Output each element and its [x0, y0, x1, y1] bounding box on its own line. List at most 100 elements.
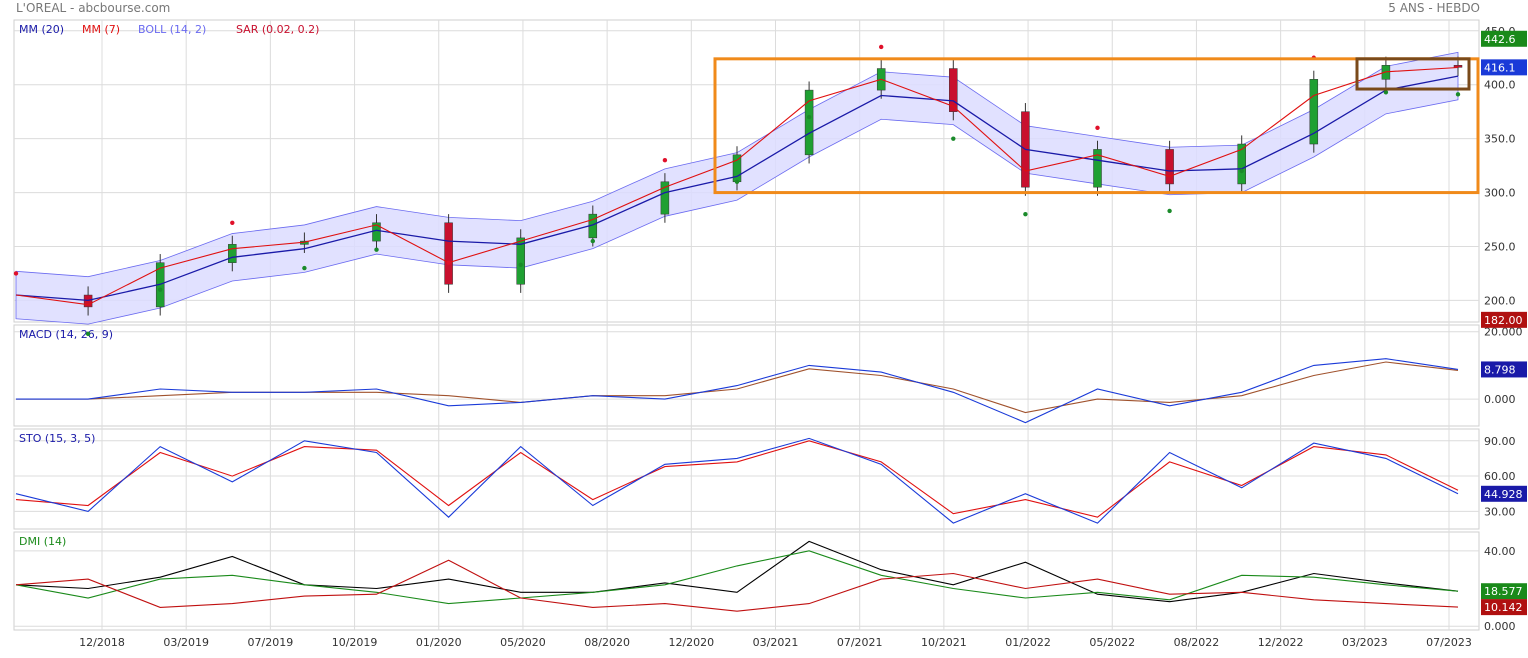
sar-dot	[446, 260, 451, 265]
price-legend-item: SAR (0.02, 0.2)	[236, 23, 319, 36]
sto-y-tick-label: 30.00	[1484, 505, 1516, 518]
di-plus-line	[15, 550, 1459, 605]
dmi-value-badge	[1481, 599, 1527, 616]
price-candle	[1453, 65, 1463, 68]
sar-dot	[158, 287, 163, 292]
dmi-legend-item: DMI (14)	[19, 535, 66, 548]
x-tick-label: 03/2023	[1342, 636, 1388, 649]
chart-title: L'OREAL - abcbourse.com	[16, 1, 171, 15]
sto-y-tick-label: 90.00	[1484, 435, 1516, 448]
dmi-y-tick-label: 0.000	[1484, 620, 1516, 633]
x-tick-label: 08/2020	[584, 636, 630, 649]
sto-panel-frame	[13, 428, 1480, 530]
price-value-badge	[1481, 30, 1527, 47]
sto-value-badge-text: 44.928	[1484, 488, 1523, 501]
sto-k-line	[15, 437, 1459, 524]
x-tick-label: 12/2018	[79, 636, 125, 649]
price-candle	[1309, 79, 1319, 145]
macd-value-badge-text: 8.798	[1484, 363, 1516, 376]
sar-dot	[1023, 211, 1028, 217]
x-tick-label: 10/2021	[921, 636, 967, 649]
x-tick-label: 07/2019	[248, 636, 294, 649]
dmi-value-badge	[1481, 583, 1527, 600]
dmi-value-badge-text: 18.577	[1484, 585, 1523, 598]
price-y-tick-label: 350.0	[1484, 133, 1516, 146]
sto-legend-item: STO (15, 3, 5)	[19, 432, 95, 445]
price-candle	[516, 237, 525, 285]
sar-dot	[1383, 90, 1389, 95]
macd-value-badge	[1481, 361, 1527, 378]
sar-dot	[1095, 125, 1100, 131]
price-candle	[1165, 149, 1174, 185]
price-y-tick-label: 200.0	[1484, 294, 1516, 307]
x-tick-label: 03/2021	[753, 636, 799, 649]
sar-dot	[230, 220, 235, 225]
dmi-panel-frame	[13, 531, 1480, 631]
x-tick-label: 05/2022	[1089, 636, 1135, 649]
price-legend-item: MM (20)	[19, 23, 64, 36]
x-tick-label: 01/2020	[416, 636, 462, 649]
price-y-tick-label: 400.0	[1484, 79, 1516, 92]
price-value-badge-text: 442.6	[1484, 33, 1516, 46]
sar-dot	[806, 114, 812, 120]
price-value-badge	[1481, 311, 1527, 328]
sar-dot	[879, 44, 884, 50]
sar-dot	[302, 265, 307, 271]
x-tick-label: 12/2022	[1258, 636, 1304, 649]
price-legend-item: BOLL (14, 2)	[138, 23, 206, 36]
sto-value-badge	[1481, 485, 1527, 502]
x-tick-label: 07/2023	[1426, 636, 1472, 649]
sar-dot	[518, 262, 523, 268]
dmi-y-tick-label: 40.00	[1484, 545, 1516, 558]
price-legend-item: MM (7)	[82, 23, 120, 36]
sto-d-line	[15, 440, 1459, 518]
sar-dot	[374, 247, 379, 252]
price-candle	[732, 154, 742, 183]
price-value-badge-text: 182.00	[1484, 314, 1523, 327]
x-tick-label: 01/2022	[1005, 636, 1051, 649]
sar-dot	[951, 136, 956, 141]
sar-dot	[85, 331, 91, 337]
macd-panel-frame	[13, 324, 1480, 427]
price-candle	[1237, 143, 1246, 185]
price-candle	[228, 244, 237, 263]
x-tick-label: 12/2020	[668, 636, 714, 649]
sar-dot	[734, 179, 740, 184]
sar-dot	[662, 158, 668, 163]
price-candle	[1093, 149, 1102, 188]
price-y-tick-label: 300.0	[1484, 187, 1516, 200]
price-value-badge-text: 416.1	[1484, 61, 1516, 74]
price-candle	[804, 89, 814, 156]
price-candle	[660, 181, 670, 215]
sar-dot	[590, 238, 595, 244]
mm7-line	[15, 66, 1459, 306]
sar-dot	[1167, 208, 1172, 214]
x-tick-label: 08/2022	[1174, 636, 1220, 649]
dmi-value-badge-text: 10.142	[1484, 601, 1523, 614]
macd-y-tick-label: 0.000	[1484, 393, 1516, 406]
price-value-badge	[1481, 59, 1527, 76]
sto-y-tick-label: 60.00	[1484, 470, 1516, 483]
x-tick-label: 10/2019	[332, 636, 378, 649]
macd-signal-line	[16, 361, 1459, 414]
mm20-line	[15, 75, 1459, 302]
price-candle	[444, 222, 453, 285]
x-tick-label: 05/2020	[500, 636, 546, 649]
macd-line	[16, 358, 1459, 424]
sar-dot	[1455, 92, 1461, 97]
period-label: 5 ANS - HEBDO	[1388, 1, 1480, 15]
x-tick-label: 03/2019	[163, 636, 209, 649]
price-candle	[949, 68, 958, 112]
sar-dot	[1239, 168, 1244, 174]
adx-line	[15, 540, 1459, 603]
x-tick-label: 07/2021	[837, 636, 883, 649]
price-y-tick-label: 250.0	[1484, 241, 1516, 254]
di-minus-line	[15, 559, 1459, 612]
macd-legend-item: MACD (14, 26, 9)	[19, 328, 113, 341]
sar-dot	[13, 271, 19, 276]
annotation-box-small	[1355, 57, 1471, 91]
annotation-box	[713, 57, 1480, 195]
macd-y-tick-label: 20.000	[1484, 326, 1523, 339]
